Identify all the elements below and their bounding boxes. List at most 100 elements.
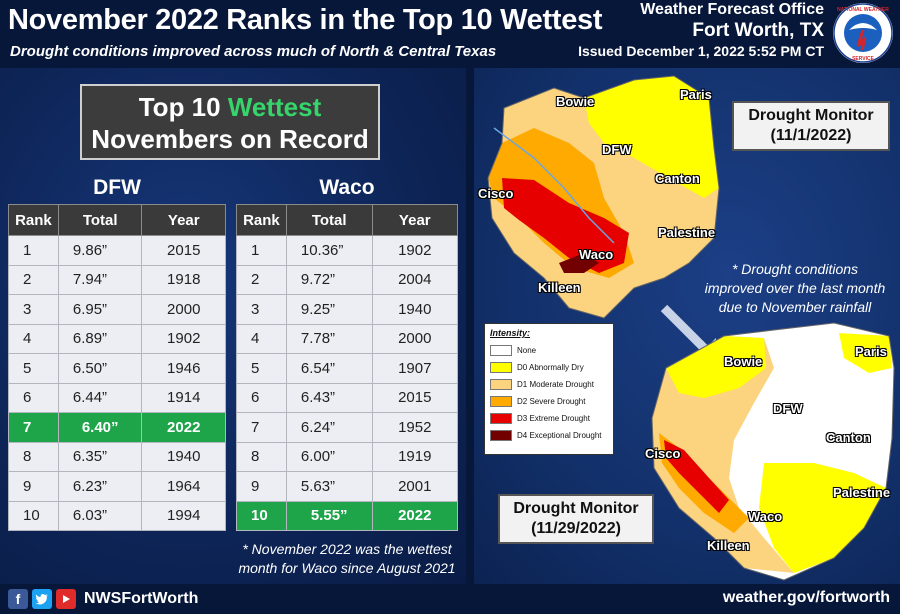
waco-table: Rank Total Year 1 10.36” 1902 2 9.72” 2004 3 9.… — [236, 204, 459, 531]
total-cell: 9.72” — [285, 264, 373, 295]
map1-label-paris: Paris — [680, 87, 712, 102]
dfw-table-body: 1 9.86” 2015 2 7.94” 1918 3 6.95” 2000 4 6.89” 1902… — [8, 235, 226, 531]
map1-label-canton: Canton — [655, 171, 700, 186]
year-cell: 1919 — [371, 441, 459, 472]
rank-cell: 1 — [236, 235, 287, 266]
table-row: 7 6.24” 1952 — [236, 412, 459, 443]
total-cell: 7.94” — [57, 264, 143, 295]
rank-cell: 8 — [8, 441, 59, 472]
drought-legend: Intensity: None D0 Abnormally Dry D1 Moder… — [484, 323, 614, 455]
box-title-highlight: Wettest — [227, 92, 322, 122]
year-cell: 1940 — [371, 294, 459, 325]
total-cell: 5.55” — [285, 500, 373, 531]
total-cell: 6.44” — [57, 382, 143, 413]
drought-maps — [487, 75, 895, 581]
column-header: Total — [57, 204, 143, 236]
year-cell: 2000 — [371, 323, 459, 354]
legend-title: Intensity: — [490, 328, 531, 338]
box-title-line2: Novembers on Record — [91, 124, 369, 154]
legend-swatch — [490, 345, 512, 356]
total-cell: 9.86” — [57, 235, 143, 266]
social-links: f NWSFortWorth — [8, 589, 198, 609]
drought-monitor-box-nov29: Drought Monitor (11/29/2022) — [498, 494, 654, 544]
table-row: 8 6.00” 1919 — [236, 441, 459, 472]
dm-line: Drought Monitor — [748, 107, 874, 124]
legend-item: D3 Extreme Drought — [490, 410, 608, 427]
rank-cell: 10 — [8, 500, 59, 531]
year-cell: 1940 — [141, 441, 226, 472]
total-cell: 6.03” — [57, 500, 143, 531]
office-line2: Fort Worth, TX — [692, 20, 824, 41]
twitter-icon[interactable] — [32, 589, 52, 609]
legend-item: D2 Severe Drought — [490, 393, 608, 410]
map1-label-palestine: Palestine — [658, 225, 716, 240]
dm-line: (11/29/2022) — [531, 520, 621, 537]
rank-cell: 2 — [8, 264, 59, 295]
total-cell: 6.00” — [285, 441, 373, 472]
total-cell: 5.63” — [285, 471, 373, 502]
total-cell: 6.43” — [285, 382, 373, 413]
svg-text:SERVICE: SERVICE — [852, 56, 875, 62]
youtube-icon[interactable] — [56, 589, 76, 609]
drought-note: * Drought conditions improved over the l… — [700, 260, 890, 317]
dm-line: (11/1/2022) — [770, 127, 852, 144]
drought-monitor-box-nov1: Drought Monitor (11/1/2022) — [732, 101, 890, 151]
legend-swatch — [490, 396, 512, 407]
drought-map-nov1 — [487, 75, 720, 319]
total-cell: 6.35” — [57, 441, 143, 472]
drought-panel: Bowie Paris DFW Canton Cisco Palestine W… — [474, 68, 900, 584]
legend-swatch — [490, 430, 512, 441]
map2-label-canton: Canton — [826, 430, 871, 445]
rank-cell: 3 — [8, 294, 59, 325]
rank-cell: 3 — [236, 294, 287, 325]
map2-label-waco: Waco — [748, 509, 783, 524]
map2-label-cisco: Cisco — [645, 446, 681, 461]
waco-heading: Waco — [319, 176, 375, 199]
office-line1: Weather Forecast Office — [640, 1, 824, 18]
column-header: Year — [371, 204, 459, 236]
year-cell: 1907 — [371, 353, 459, 384]
rank-cell: 10 — [236, 500, 287, 531]
page-title: November 2022 Ranks in the Top 10 Wettes… — [8, 4, 603, 36]
panel-divider — [466, 68, 474, 584]
year-cell: 2022 — [371, 500, 459, 531]
drought-map-nov29 — [651, 322, 895, 581]
table-row: 1 9.86” 2015 — [8, 235, 226, 266]
total-cell: 10.36” — [285, 235, 373, 266]
map2-label-bowie: Bowie — [724, 354, 763, 369]
box-title-prefix: Top 10 — [138, 92, 228, 122]
map1-label-waco: Waco — [579, 247, 614, 262]
year-cell: 1994 — [141, 500, 226, 531]
year-cell: 2022 — [141, 412, 226, 443]
rank-cell: 5 — [8, 353, 59, 384]
table-row: 8 6.35” 1940 — [8, 441, 226, 472]
year-cell: 1902 — [141, 323, 226, 354]
year-cell: 2001 — [371, 471, 459, 502]
waco-footnote: * November 2022 was the wettest month fo… — [228, 540, 466, 578]
note-line: * November 2022 was the wettest — [242, 541, 452, 557]
rank-cell: 6 — [8, 382, 59, 413]
total-cell: 6.54” — [285, 353, 373, 384]
rank-cell: 4 — [236, 323, 287, 354]
year-cell: 1946 — [141, 353, 226, 384]
column-header: Rank — [8, 204, 59, 236]
social-handle[interactable]: NWSFortWorth — [84, 590, 199, 607]
records-title-box: Top 10 Wettest Novembers on Record — [80, 84, 380, 160]
rank-cell: 7 — [8, 412, 59, 443]
year-cell: 1964 — [141, 471, 226, 502]
office-name: Weather Forecast Office Fort Worth, TX — [640, 1, 824, 42]
website-link[interactable]: weather.gov/fortworth — [722, 589, 890, 606]
year-cell: 1918 — [141, 264, 226, 295]
map2-label-paris: Paris — [855, 344, 887, 359]
legend-swatch — [490, 413, 512, 424]
page-subtitle: Drought conditions improved across much … — [10, 43, 497, 60]
table-row: 5 6.50” 1946 — [8, 353, 226, 384]
facebook-icon[interactable]: f — [8, 589, 28, 609]
year-cell: 1914 — [141, 382, 226, 413]
total-cell: 7.78” — [285, 323, 373, 354]
rank-cell: 1 — [8, 235, 59, 266]
table-row: 10 6.03” 1994 — [8, 500, 226, 531]
map1-label-bowie: Bowie — [556, 94, 595, 109]
legend-label: D4 Exceptional Drought — [517, 431, 602, 440]
year-cell: 1902 — [371, 235, 459, 266]
